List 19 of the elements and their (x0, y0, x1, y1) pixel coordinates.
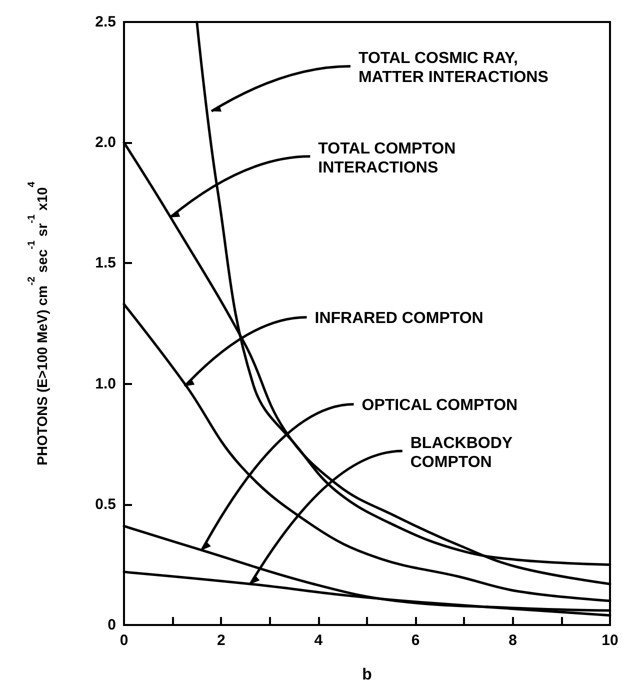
annotation: TOTAL COSMIC RAY, MATTER INTERACTIONS (358, 50, 549, 86)
annotation: OPTICAL COMPTON (362, 397, 518, 414)
x-tick-label: 6 (411, 632, 420, 649)
y-axis-title: PHOTONS (E>100 MeV) cm-2 sec-1 sr-1 x104 (26, 181, 50, 466)
y-tick-label: 1.0 (95, 375, 116, 392)
x-tick-label: 2 (217, 632, 226, 649)
y-tick-label: 1.5 (95, 254, 116, 272)
x-axis-title: b (362, 666, 372, 684)
x-tick-label: 0 (120, 632, 128, 649)
y-tick-label: 2.5 (95, 14, 116, 30)
x-tick-label: 10 (602, 632, 618, 649)
annotation: INFRARED COMPTON (314, 310, 484, 328)
x-tick-label: 4 (314, 632, 324, 649)
x-tick-label: 8 (508, 632, 517, 649)
y-tick-label: 2.0 (95, 134, 116, 152)
y-tick-label: 0 (108, 616, 116, 634)
annotation: TOTAL COMPTON INTERACTIONS (318, 140, 456, 176)
y-tick-label: 0.5 (95, 496, 116, 513)
annotation: BLACKBODY COMPTON (410, 434, 513, 471)
